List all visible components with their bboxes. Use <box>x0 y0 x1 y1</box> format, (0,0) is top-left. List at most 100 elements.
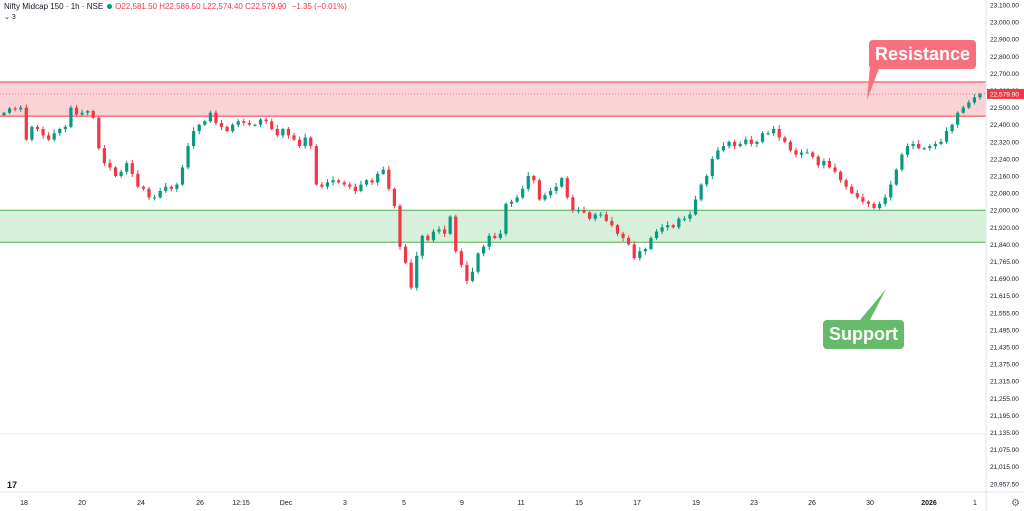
candle-body <box>677 218 681 228</box>
candle-body <box>119 171 123 176</box>
candle-body <box>604 214 608 221</box>
candle-body <box>783 137 787 142</box>
price-tick-label: 22,500.00 <box>990 105 1019 112</box>
candle-body <box>593 214 597 219</box>
candle-body <box>208 112 212 122</box>
candle-body <box>7 108 12 113</box>
symbol-label[interactable]: Nifty Midcap 150 · 1h · NSE <box>4 2 104 11</box>
candle-body <box>236 121 240 125</box>
chart-legend: Nifty Midcap 150 · 1h · NSE O22,581.50 H2… <box>4 2 347 11</box>
candle-body <box>86 111 90 113</box>
candle-body <box>225 126 229 132</box>
candle-body <box>320 184 324 187</box>
candle-body <box>777 128 781 138</box>
candle-body <box>108 163 112 168</box>
candle-body <box>47 135 51 140</box>
time-tick-label: 19 <box>692 500 700 507</box>
candle-body <box>699 184 703 200</box>
candle-body <box>398 205 402 247</box>
candle-body <box>554 186 558 191</box>
candle-body <box>866 201 871 204</box>
candle-body <box>141 186 146 189</box>
time-tick-label: 5 <box>402 500 406 507</box>
time-tick-label: 30 <box>866 500 874 507</box>
candle-body <box>939 141 943 144</box>
candle-body <box>565 178 569 198</box>
candle-body <box>158 190 162 198</box>
candle-body <box>270 121 274 129</box>
candle-body <box>956 112 960 125</box>
time-tick-label: 26 <box>196 500 204 507</box>
candle-body <box>325 182 330 187</box>
candle-body <box>805 152 809 154</box>
candle-body <box>152 197 157 199</box>
candle-body <box>487 235 491 247</box>
candle-body <box>147 188 151 198</box>
candle-body <box>454 216 458 252</box>
candle-body <box>381 169 385 174</box>
candle-body <box>420 235 424 256</box>
resistance-callout-pointer <box>867 66 880 100</box>
candle-body <box>749 139 753 144</box>
candle-body <box>755 141 759 144</box>
candle-body <box>950 124 954 132</box>
price-tick-label: 21,840.00 <box>990 242 1019 249</box>
candle-body <box>844 180 848 187</box>
resistance-callout[interactable]: Resistance <box>869 40 977 69</box>
candle-body <box>588 212 592 219</box>
candle-body <box>838 171 843 181</box>
candle-body <box>794 150 798 155</box>
low-value: L22,574.40 <box>202 2 243 11</box>
candle-body <box>861 197 865 202</box>
candle-body <box>169 186 173 189</box>
candle-body <box>482 246 486 254</box>
candle-body <box>917 143 921 149</box>
price-tick-label: 21,015.00 <box>990 464 1019 471</box>
candle-body <box>850 186 854 194</box>
time-tick-label: 11 <box>517 500 524 507</box>
candle-body <box>52 133 56 140</box>
candle-body <box>905 146 910 155</box>
candle-body <box>638 251 642 259</box>
candle-body <box>548 190 553 196</box>
price-tick-label: 21,135.00 <box>990 430 1019 437</box>
price-tick-label: 21,075.00 <box>990 447 1019 454</box>
candle-body <box>716 150 720 159</box>
time-tick-label: 20 <box>78 500 86 507</box>
candle-body <box>816 156 820 166</box>
candle-body <box>961 107 965 113</box>
candle-body <box>2 112 6 116</box>
indicators-toggle[interactable]: ⌄ 3 <box>4 13 16 21</box>
candle-body <box>766 133 770 135</box>
time-tick-label: 26 <box>808 500 816 507</box>
candle-body <box>175 184 179 189</box>
candle-body <box>136 173 140 187</box>
candle-body <box>827 161 832 168</box>
chevron-down-icon: ⌄ <box>4 14 10 21</box>
gear-icon[interactable]: ⚙ <box>1011 498 1020 509</box>
candle-body <box>654 231 659 238</box>
candles <box>2 92 982 291</box>
candle-body <box>253 124 257 126</box>
price-tick-label: 22,800.00 <box>990 54 1019 61</box>
price-tick-label: 21,315.00 <box>990 379 1019 386</box>
candle-body <box>69 107 73 127</box>
price-tick-label: 21,435.00 <box>990 345 1019 352</box>
candle-body <box>392 188 396 206</box>
candle-body <box>576 210 581 212</box>
price-tick-label: 21,555.00 <box>990 310 1019 317</box>
candle-body <box>470 271 475 281</box>
price-tick-label: 22,000.00 <box>990 208 1019 215</box>
candle-body <box>560 178 564 187</box>
candle-body <box>710 158 714 176</box>
candle-body <box>370 180 374 183</box>
candle-body <box>192 131 196 147</box>
time-tick-label: 18 <box>20 500 28 507</box>
time-axis: 18 20 24 26 12:15 Dec 3 5 9 11 15 17 19 23 26 30 2026 1 <box>20 500 977 507</box>
candle-body <box>415 255 419 288</box>
candle-body <box>833 167 837 172</box>
price-tick-label: 21,690.00 <box>990 276 1019 283</box>
candle-body <box>493 235 497 238</box>
support-callout[interactable]: Support <box>823 320 904 349</box>
